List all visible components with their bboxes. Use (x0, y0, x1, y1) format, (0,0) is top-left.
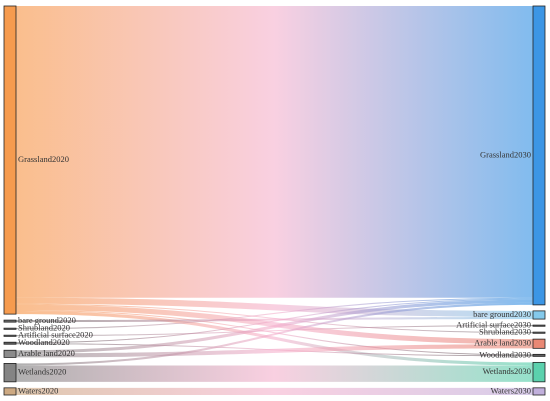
node (3, 349, 17, 358)
link (16, 298, 533, 344)
node-label: Wetlands2020 (18, 367, 66, 377)
node-label: Woodland2030 (479, 349, 531, 359)
link (16, 344, 533, 358)
node (532, 353, 546, 357)
link (16, 6, 533, 298)
link (16, 325, 533, 337)
node-label: Grassland2030 (480, 149, 531, 159)
link (16, 311, 533, 366)
link (16, 387, 533, 395)
node-label: Grassland2020 (18, 154, 69, 164)
node (3, 327, 17, 330)
node (532, 324, 546, 327)
node (532, 338, 546, 349)
node (532, 5, 546, 306)
node-label: bare ground2030 (473, 309, 531, 319)
node-label: Artificial surface2030 (456, 320, 531, 330)
node (3, 341, 17, 345)
node-label: Artificial surface2020 (18, 330, 93, 340)
link (16, 302, 533, 366)
link (16, 310, 533, 356)
node (3, 5, 17, 315)
node (3, 387, 17, 396)
link (16, 317, 533, 323)
link (16, 299, 533, 354)
node (532, 361, 546, 383)
node-label: bare ground2020 (18, 315, 76, 325)
node-label: Arable land2020 (18, 348, 75, 358)
node (532, 331, 546, 334)
node (532, 387, 546, 396)
node (3, 334, 17, 337)
node-label: Arable land2030 (474, 338, 531, 348)
link (16, 304, 533, 345)
link (16, 303, 533, 334)
node-label: Waters2020 (18, 385, 58, 395)
link (16, 297, 533, 318)
node-label: Shrubland2030 (479, 327, 531, 337)
link (16, 297, 533, 330)
node-label: Shrubland2020 (18, 323, 70, 333)
node (3, 363, 17, 383)
node-label: Wetlands2030 (483, 366, 531, 376)
link (16, 365, 533, 382)
node-label: Waters2030 (491, 385, 531, 395)
node (3, 319, 17, 323)
node (532, 310, 546, 320)
node-label: Woodland2020 (18, 337, 70, 347)
